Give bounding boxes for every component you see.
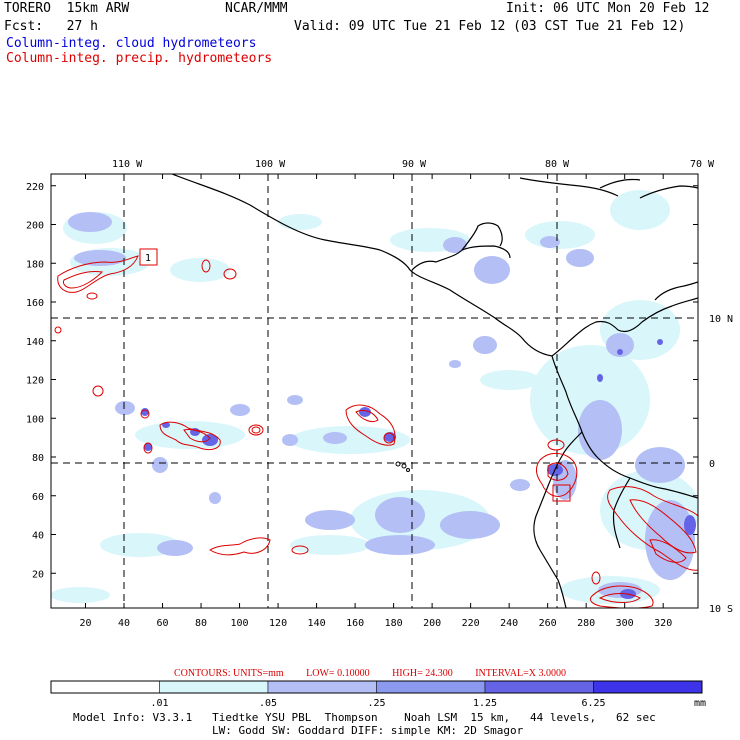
colorbar-label: .05 [259, 698, 277, 709]
x-tick-label: 160 [346, 618, 364, 629]
colorbar-segment [267, 680, 377, 694]
lon-label-70w: 70 W [690, 159, 715, 170]
x-tick-label: 220 [462, 618, 480, 629]
lon-label-90w: 90 W [402, 159, 427, 170]
colorbar-frame [50, 680, 703, 694]
max-marker-box [139, 248, 158, 266]
x-tick-label: 320 [654, 618, 672, 629]
y-tick-labels: 20 40 60 80 100 120 140 160 180 200 220 [26, 182, 44, 581]
x-tick-label: 260 [539, 618, 557, 629]
x-tick-label: 240 [500, 618, 518, 629]
y-tick-label: 60 [32, 492, 44, 503]
y-tick-label: 180 [26, 259, 44, 270]
galapagos-islands [395, 461, 410, 472]
colorbar: .01 .05 .25 1.25 6.25 mm [50, 680, 706, 709]
forecast-hour: Fcst: 27 h [4, 19, 98, 34]
y-tick-label: 120 [26, 376, 44, 387]
x-tick-label: 200 [423, 618, 441, 629]
model-info-line2: LW: Godd SW: Goddard DIFF: simple KM: 2D… [212, 724, 524, 737]
plot-frame [50, 173, 699, 609]
lon-label-100w: 100 W [255, 159, 286, 170]
init-time: Init: 06 UTC Mon 20 Feb 12 [506, 1, 710, 16]
contour-interval: INTERVAL=X 3.0000 [475, 668, 566, 679]
precip-contours [54, 255, 698, 608]
legend-cloud: Column-integ. cloud hydrometeors [6, 36, 257, 51]
contour-low: LOW= 0.10000 [306, 668, 370, 679]
lat-lon-grid [51, 174, 698, 608]
colorbar-label: .01 [150, 698, 168, 709]
contour-high: HIGH= 24.300 [392, 668, 453, 679]
colorbar-label: 1.25 [473, 698, 497, 709]
colorbar-segment [593, 680, 703, 694]
contour-units: CONTOURS: UNITS=mm [174, 668, 284, 679]
x-tick-label: 20 [79, 618, 91, 629]
x-tick-label: 40 [118, 618, 130, 629]
x-tick-label: 280 [577, 618, 595, 629]
y-tick-label: 220 [26, 182, 44, 193]
x-tick-label: 140 [308, 618, 326, 629]
x-tick-label: 120 [269, 618, 287, 629]
lon-label-110w: 110 W [112, 159, 143, 170]
x-tick-label: 300 [616, 618, 634, 629]
colorbar-segment [159, 680, 269, 694]
colorbar-segment [484, 680, 594, 694]
y-tick-label: 40 [32, 531, 44, 542]
colorbar-segment [50, 680, 160, 694]
axis-ticks [51, 174, 698, 608]
x-tick-label: 180 [385, 618, 403, 629]
y-tick-label: 200 [26, 221, 44, 232]
max-marker-box-2 [552, 484, 571, 502]
x-tick-label: 80 [195, 618, 207, 629]
y-tick-label: 20 [32, 569, 44, 580]
y-tick-label: 160 [26, 298, 44, 309]
coastlines [171, 174, 698, 608]
model-title: TORERO 15km ARW [4, 1, 130, 16]
x-tick-labels: 20 40 60 80 100 120 140 160 180 200 220 240 260 280 30… [79, 618, 672, 629]
legend-precip: Column-integ. precip. hydrometeors [6, 51, 273, 66]
x-tick-label: 60 [157, 618, 169, 629]
y-tick-label: 100 [26, 414, 44, 425]
y-tick-label: 80 [32, 453, 44, 464]
x-tick-label: 100 [231, 618, 249, 629]
model-info-line1: Model Info: V3.3.1 Tiedtke YSU PBL Thomp… [73, 711, 656, 724]
organization: NCAR/MMM [225, 1, 288, 16]
colorbar-label: .25 [367, 698, 385, 709]
y-tick-label: 140 [26, 337, 44, 348]
contour-info: CONTOURS: UNITS=mm LOW= 0.10000 HIGH= 24… [0, 668, 740, 679]
colorbar-label: mm [694, 698, 706, 709]
valid-time: Valid: 09 UTC Tue 21 Feb 12 (03 CST Tue … [294, 19, 686, 34]
cloud-field-medium [68, 212, 695, 598]
colorbar-segment [376, 680, 486, 694]
lon-labels: 110 W 100 W 90 W 80 W 70 W [112, 159, 715, 170]
lat-label-10n: 10 N [709, 314, 733, 325]
lon-label-80w: 80 W [545, 159, 570, 170]
colorbar-label: 6.25 [581, 698, 605, 709]
max-marker-label: 1 [145, 253, 151, 264]
lat-labels: 10 N 0 10 S [709, 314, 733, 615]
lat-label-0: 0 [709, 459, 715, 470]
lat-label-10s: 10 S [709, 604, 733, 615]
